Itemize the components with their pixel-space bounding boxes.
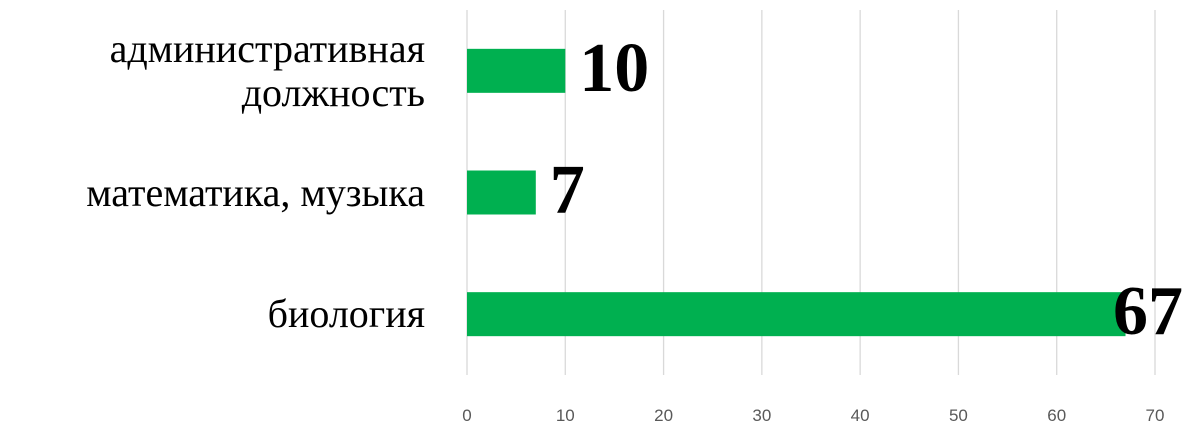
- value-label: 7: [550, 152, 585, 229]
- category-label: биология: [267, 291, 425, 337]
- category-label: административная должность: [109, 25, 425, 115]
- value-label: 10: [579, 30, 649, 107]
- x-tick-label: 70: [1146, 406, 1165, 425]
- bar: [467, 48, 566, 93]
- category-label: математика, музыка: [86, 169, 425, 215]
- x-tick-label: 60: [1047, 406, 1066, 425]
- x-tick-label: 10: [556, 406, 575, 425]
- x-tick-label: 30: [752, 406, 771, 425]
- x-tick-label: 20: [654, 406, 673, 425]
- value-label: 67: [1113, 273, 1183, 350]
- bar: [467, 292, 1126, 337]
- x-tick-label: 40: [851, 406, 870, 425]
- x-tick-label: 50: [949, 406, 968, 425]
- x-tick-label: 0: [462, 406, 471, 425]
- bar: [467, 170, 536, 215]
